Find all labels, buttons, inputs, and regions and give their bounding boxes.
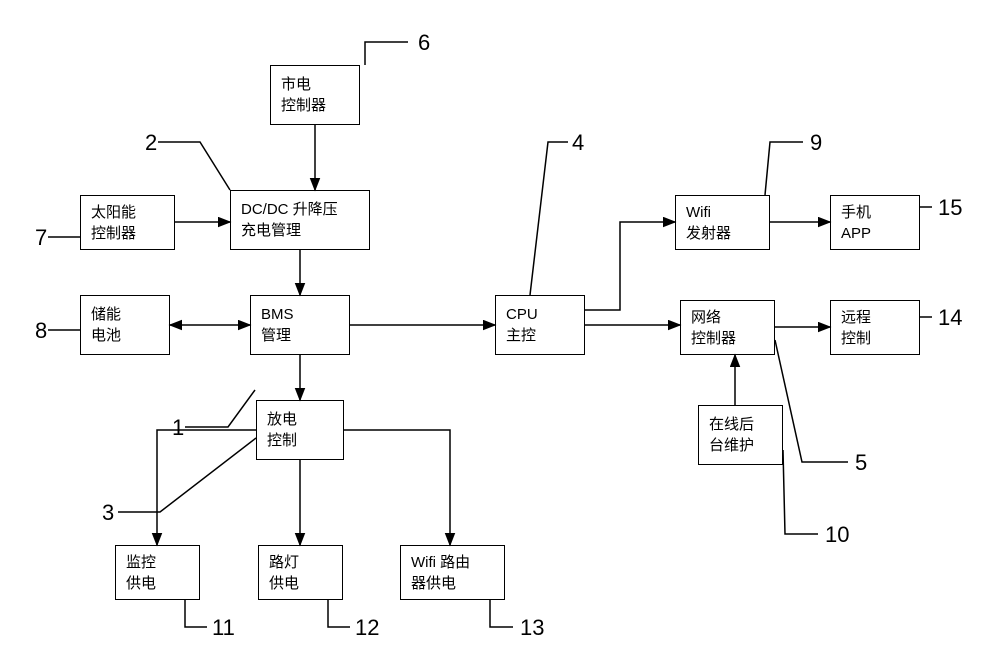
node-text: CPU: [506, 304, 538, 325]
callout-label-11: 11: [212, 615, 235, 641]
node-text: 电池: [91, 325, 121, 346]
node-text: 监控: [126, 552, 156, 573]
node-text: 主控: [506, 325, 536, 346]
edge: [585, 222, 675, 310]
node-text: 控制: [267, 430, 297, 451]
edge: [365, 42, 408, 65]
callout-label-12: 12: [355, 615, 379, 641]
node-text: 控制: [841, 328, 871, 349]
node-n2: DC/DC 升降压充电管理: [230, 190, 370, 250]
node-text: 管理: [261, 325, 291, 346]
node-text: 手机: [841, 202, 871, 223]
node-text: 控制器: [91, 223, 136, 244]
edge: [185, 390, 255, 427]
callout-label-1: 1: [172, 415, 184, 441]
node-text: Wifi: [686, 202, 711, 223]
callout-label-7: 7: [35, 225, 47, 251]
node-text: 控制器: [281, 95, 326, 116]
edge: [344, 430, 450, 545]
edge: [783, 450, 818, 534]
node-text: 路灯: [269, 552, 299, 573]
node-text: 放电: [267, 409, 297, 430]
node-text: 充电管理: [241, 220, 301, 241]
node-text: 器供电: [411, 573, 456, 594]
node-text: 在线后: [709, 414, 754, 435]
callout-label-3: 3: [102, 500, 114, 526]
node-text: 控制器: [691, 328, 736, 349]
node-text: 网络: [691, 307, 721, 328]
callout-label-15: 15: [938, 195, 962, 221]
edge: [158, 142, 230, 190]
edge: [118, 438, 256, 512]
node-text: 发射器: [686, 223, 731, 244]
node-text: 储能: [91, 304, 121, 325]
node-text: DC/DC 升降压: [241, 199, 338, 220]
callout-label-2: 2: [145, 130, 157, 156]
callout-label-13: 13: [520, 615, 544, 641]
node-n5: 网络控制器: [680, 300, 775, 355]
edge: [157, 430, 256, 545]
callout-label-10: 10: [825, 522, 849, 548]
node-n4: CPU主控: [495, 295, 585, 355]
node-text: 市电: [281, 74, 311, 95]
node-n15: 手机APP: [830, 195, 920, 250]
edge: [530, 142, 568, 295]
edge: [185, 600, 207, 627]
node-text: BMS: [261, 304, 294, 325]
node-text: 台维护: [709, 435, 754, 456]
node-n12: 路灯供电: [258, 545, 343, 600]
callout-label-14: 14: [938, 305, 962, 331]
node-text: 供电: [126, 573, 156, 594]
node-n7: 太阳能控制器: [80, 195, 175, 250]
edge: [328, 600, 350, 627]
callout-label-6: 6: [418, 30, 430, 56]
node-n8: 储能电池: [80, 295, 170, 355]
diagram-canvas: 市电控制器DC/DC 升降压充电管理太阳能控制器BMS管理储能电池CPU主控放电…: [0, 0, 1000, 670]
edge: [775, 340, 848, 462]
node-text: Wifi 路由: [411, 552, 470, 573]
callout-label-8: 8: [35, 318, 47, 344]
node-n14: 远程控制: [830, 300, 920, 355]
callout-label-5: 5: [855, 450, 867, 476]
callout-label-9: 9: [810, 130, 822, 156]
node-n1: BMS管理: [250, 295, 350, 355]
node-n3: 放电控制: [256, 400, 344, 460]
node-n13: Wifi 路由器供电: [400, 545, 505, 600]
node-text: 供电: [269, 573, 299, 594]
node-n11: 监控供电: [115, 545, 200, 600]
callout-label-4: 4: [572, 130, 584, 156]
edge: [765, 142, 803, 195]
node-n6: 市电控制器: [270, 65, 360, 125]
edge: [490, 600, 513, 627]
node-text: 太阳能: [91, 202, 136, 223]
node-n10: 在线后台维护: [698, 405, 783, 465]
node-text: APP: [841, 223, 871, 244]
node-text: 远程: [841, 307, 871, 328]
node-n9: Wifi发射器: [675, 195, 770, 250]
